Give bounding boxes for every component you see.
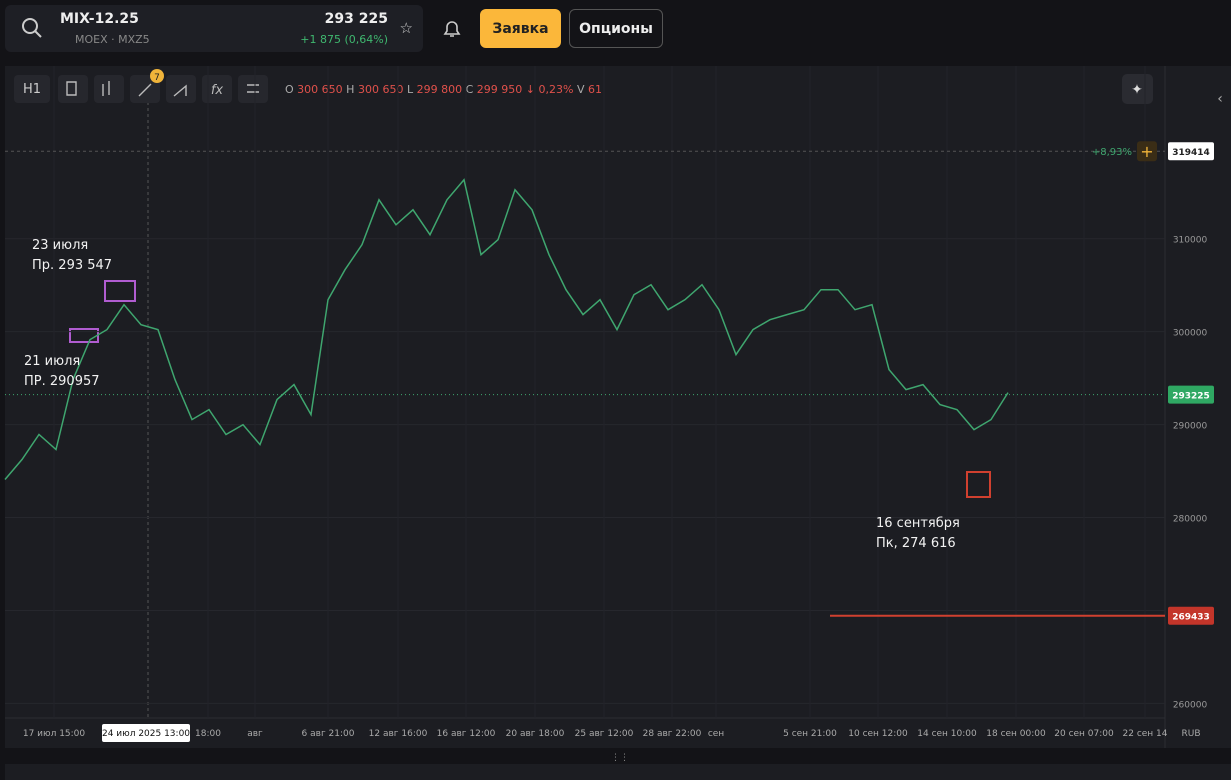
y-tick-label: 290000 — [1173, 422, 1208, 432]
unit-label: RUB — [1181, 729, 1200, 739]
ohlc: O 300 650 H 300 650 L 299 800 C 299 950 … — [285, 83, 602, 96]
tool-button[interactable] — [130, 75, 160, 103]
x-tick-label: 18 сен 00:00 — [986, 729, 1046, 739]
collapse[interactable]: ‹ — [1217, 91, 1223, 107]
price-label-bg — [1168, 385, 1214, 404]
x-tick-label: 14 сен 10:00 — [917, 729, 977, 739]
tool-button[interactable] — [166, 75, 196, 103]
x-tick-label: сен — [708, 729, 724, 739]
x-tick-label: авг — [247, 729, 263, 739]
ohlc-value: 299 950 — [477, 83, 523, 96]
price-label: 269433 — [1172, 613, 1210, 623]
ai-icon: ✦ — [1131, 82, 1143, 98]
interval-button[interactable] — [14, 75, 50, 103]
x-tick-label: 10 сен 12:00 — [848, 729, 908, 739]
search-icon[interactable] — [21, 17, 43, 39]
price-label: 319414 — [1172, 148, 1210, 158]
star[interactable]: ☆ — [399, 19, 413, 37]
resize-handle[interactable]: ⋮⋮ — [611, 753, 629, 763]
ohlc-key: C — [466, 83, 474, 96]
annotation-text: Пк, 274 616 — [876, 536, 956, 551]
annotation-box — [69, 328, 99, 343]
ohlc-change: ↓ 0,23% — [526, 83, 574, 96]
x-tick-label: 17 июл 15:00 — [23, 729, 86, 739]
annotation-text: Пр. 293 547 — [32, 258, 112, 273]
cursor-label-bg — [102, 724, 190, 742]
ohlc-key: O — [285, 83, 294, 96]
ohlc-key: H — [346, 83, 354, 96]
add-icon: + — [1140, 142, 1153, 161]
chart-panel — [5, 66, 1231, 748]
x-tick-label: 20 авг 18:00 — [506, 729, 565, 739]
x-tick-label: 20 сен 07:00 — [1054, 729, 1114, 739]
exchange: MOEX · MXZ5 — [75, 33, 150, 46]
x-tick-label: 16 авг 12:00 — [437, 729, 496, 739]
order-button[interactable]: Заявка — [480, 9, 561, 48]
tool-icons — [66, 81, 259, 97]
badge-text: 7 — [154, 73, 160, 83]
annotation-box — [966, 471, 991, 498]
badge — [150, 69, 164, 83]
annotation-text: ПР. 290957 — [24, 374, 100, 389]
annotation-date: 21 июля — [24, 354, 80, 369]
price-label-bg — [1168, 606, 1214, 625]
ohlc-value: 299 800 — [417, 83, 463, 96]
tool-button[interactable] — [58, 75, 88, 103]
tool-button[interactable] — [202, 75, 232, 103]
search-panel: MIX-12.25 MOEX · MXZ5 293 225 +1 875 (0,… — [5, 5, 423, 52]
ohlc-value: 300 650 — [358, 83, 404, 96]
ohlc-key: V — [577, 83, 585, 96]
price-label: 293225 — [1172, 392, 1210, 402]
bottom-panel — [5, 764, 1231, 780]
tool-button[interactable] — [238, 75, 268, 103]
annotation-box — [104, 280, 136, 302]
price-line — [4, 178, 1009, 480]
x-tick-label: 12 авг 16:00 — [369, 729, 428, 739]
annotation-date: 23 июля — [32, 238, 88, 253]
annotation-date: 16 сентября — [876, 516, 960, 531]
options-button[interactable]: Опционы — [569, 9, 663, 48]
symbol: MIX-12.25 — [60, 11, 139, 27]
price: 293 225 — [324, 11, 388, 27]
x-tick-label: 28 авг 22:00 — [643, 729, 702, 739]
x-tick-label: 5 сен 21:00 — [783, 729, 837, 739]
change: +1 875 (0,64%) — [300, 33, 388, 46]
ohlc-value: 300 650 — [297, 83, 343, 96]
x-tick-label: 6 авг 21:00 — [302, 729, 355, 739]
y-tick-label: 310000 — [1173, 236, 1208, 246]
alert-icon[interactable] — [441, 18, 463, 40]
cursor-label: 24 июл 2025 13:00 — [102, 729, 190, 739]
interval: H1 — [23, 82, 41, 97]
x-tick-label: 22 сен 14 — [1123, 729, 1168, 739]
x-tick-label: 25 авг 12:00 — [575, 729, 634, 739]
y-tick-label: 300000 — [1173, 329, 1208, 339]
ohlc-key: L — [407, 83, 414, 96]
y-tick-label: 280000 — [1173, 515, 1208, 525]
ohlc-value: 61 — [588, 83, 602, 96]
y-tick-label: 260000 — [1173, 700, 1208, 710]
x-tick-label: 18:00 — [195, 729, 221, 739]
price-change: +8,93% — [1092, 147, 1132, 158]
price-label-bg — [1168, 142, 1214, 161]
add-button — [1137, 141, 1157, 162]
fx-icon: fx — [211, 83, 224, 98]
